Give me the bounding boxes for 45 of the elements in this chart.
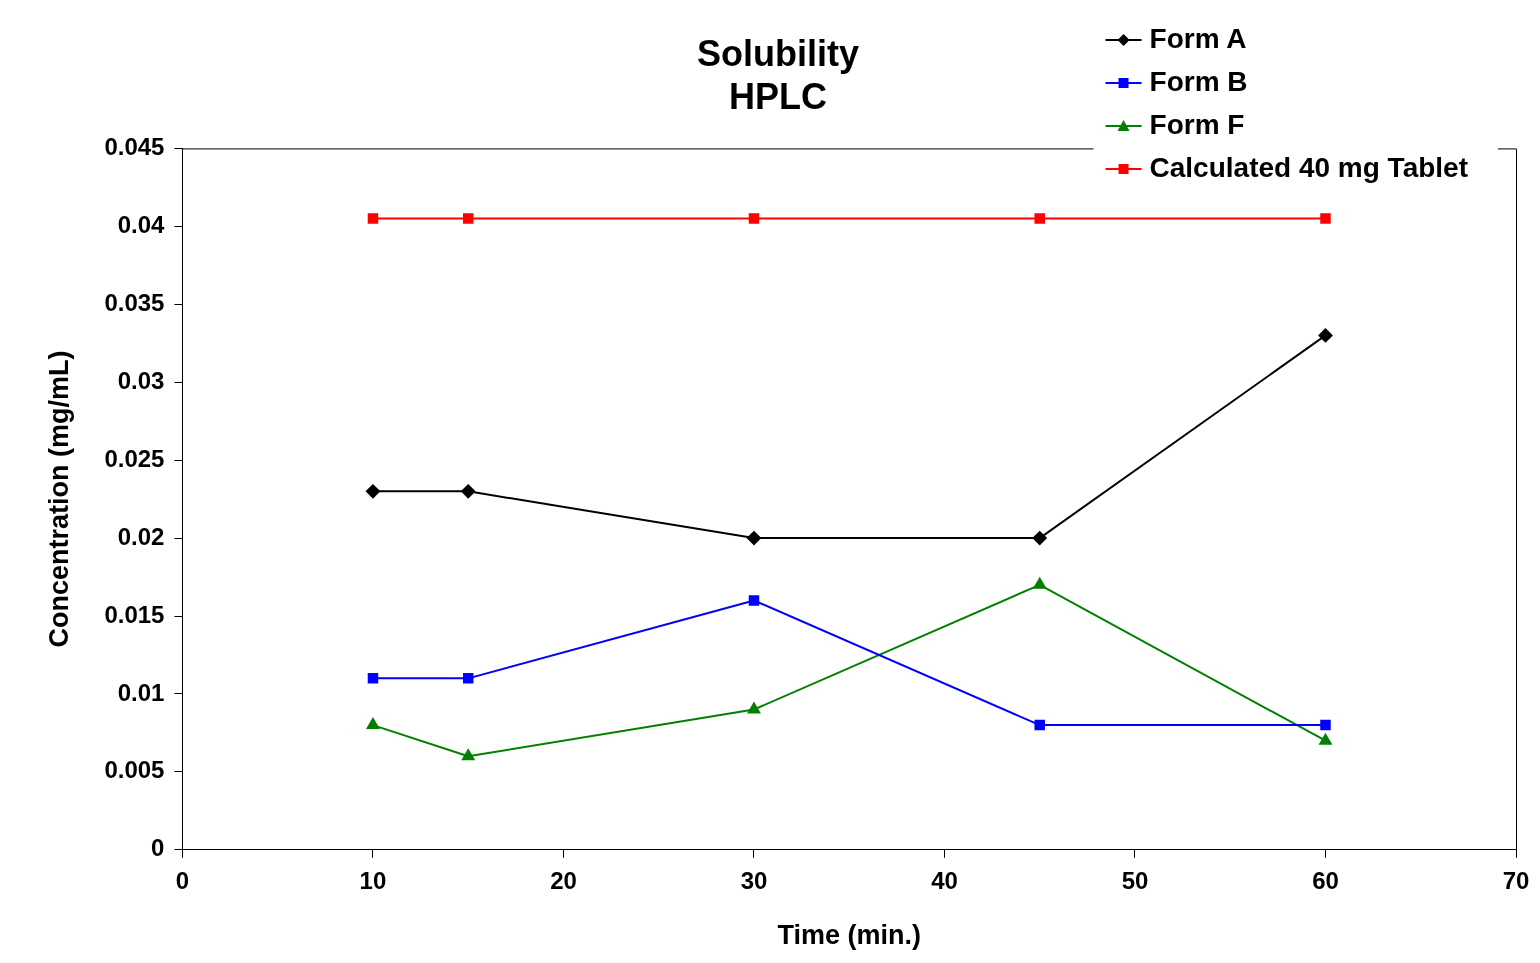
y-tick-label: 0.02 [117, 522, 165, 550]
legend-label: Form A [1149, 22, 1247, 54]
x-axis-title: Time (min.) [777, 920, 921, 951]
point [367, 213, 379, 224]
point [747, 702, 761, 714]
x-tick-label: 30 [740, 866, 768, 894]
point [748, 595, 760, 606]
point [1318, 328, 1333, 343]
x-tick-label: 0 [175, 866, 190, 894]
y-tick-label: 0.035 [104, 288, 165, 316]
y-tick-label: 0 [151, 834, 165, 862]
legend-label: Form F [1149, 108, 1245, 140]
point [1034, 719, 1045, 731]
y-tick-label: 0.01 [117, 678, 165, 706]
chart-title: Solubility HPLC [697, 32, 859, 117]
y-tick-label: 0.025 [104, 444, 165, 472]
point [462, 673, 474, 684]
point [1033, 577, 1046, 589]
point [365, 484, 380, 499]
y-tick-label: 0.03 [117, 366, 165, 394]
legend-label: Form B [1149, 65, 1248, 97]
point [748, 213, 760, 224]
x-tick-label: 10 [359, 866, 387, 894]
point [746, 531, 761, 546]
point [367, 673, 379, 684]
point [1319, 733, 1332, 745]
x-tick-label: 40 [931, 866, 958, 894]
point [461, 484, 476, 499]
point [1320, 719, 1331, 731]
x-tick-label: 20 [550, 866, 577, 894]
y-tick-label: 0.04 [117, 210, 166, 238]
y-tick-label: 0.045 [104, 133, 165, 161]
x-tick-label: 50 [1121, 866, 1149, 894]
point [1320, 213, 1331, 224]
y-tick-label: 0.015 [104, 600, 165, 628]
point [366, 718, 380, 730]
point [462, 213, 474, 224]
y-tick-label: 0.005 [104, 756, 165, 784]
point [1032, 531, 1047, 546]
y-axis-title: Concentration (mg/mL) [43, 350, 74, 648]
point [1034, 213, 1045, 224]
x-tick-label: 70 [1502, 866, 1530, 894]
point [462, 749, 475, 761]
legend-label: Calculated 40 mg Tablet [1149, 151, 1469, 183]
x-tick-label: 60 [1312, 866, 1339, 894]
